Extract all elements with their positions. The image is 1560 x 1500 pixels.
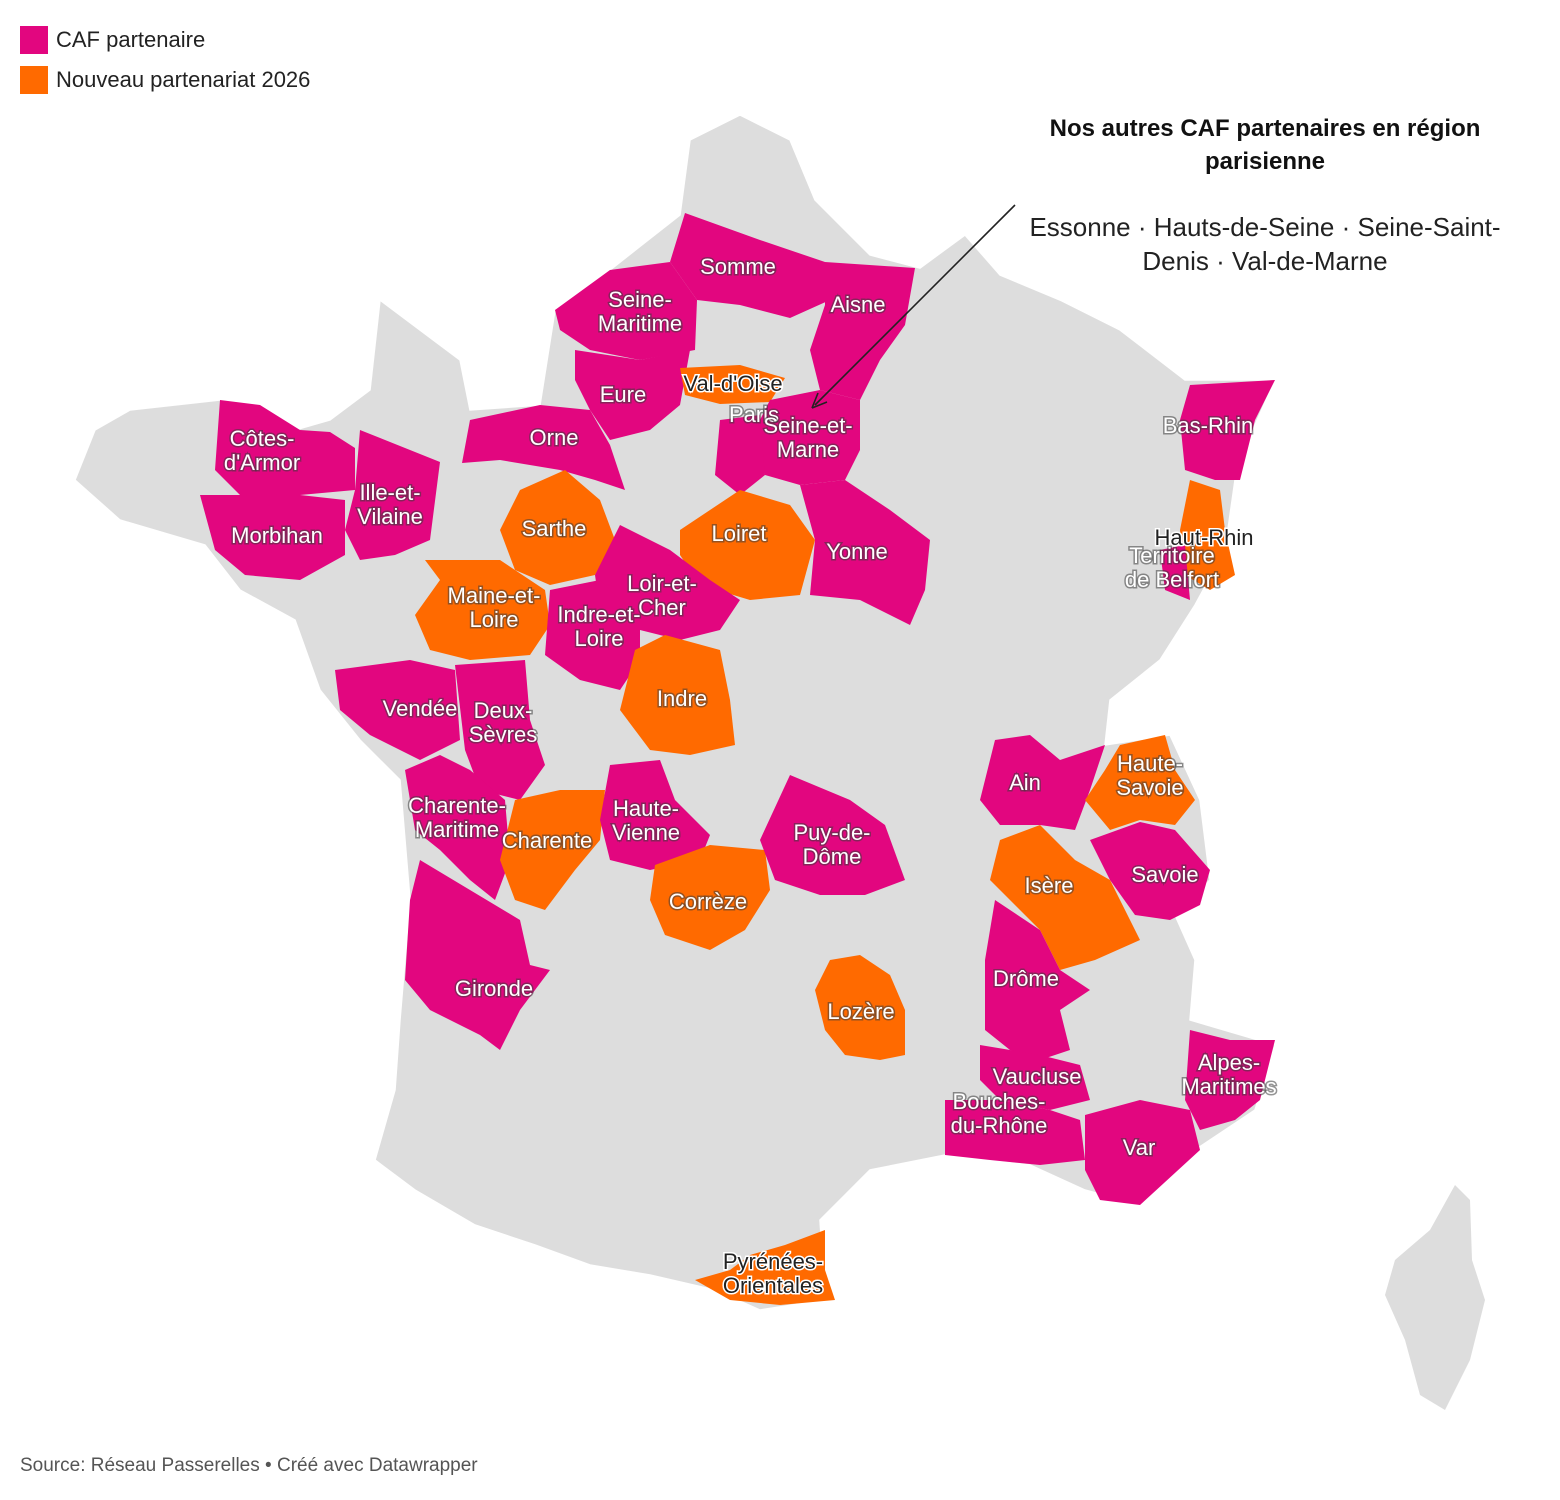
dept-shape-charente xyxy=(500,790,605,910)
dept-label-drome: Drôme xyxy=(993,966,1059,991)
legend-label-new2026: Nouveau partenariat 2026 xyxy=(56,67,311,92)
dept-label-sarthe: Sarthe xyxy=(522,516,587,541)
footer-separator: • xyxy=(265,1455,277,1476)
dept-shape-idf-sud xyxy=(715,415,765,495)
dept-label-pyrenees-orientales: Pyrénées-Orientales xyxy=(723,1249,823,1298)
dept-label-indre-et-loire: Indre-et-Loire xyxy=(557,602,640,651)
dept-shape-deux-sevres xyxy=(455,660,545,800)
dept-label-morbihan: Morbihan xyxy=(231,523,323,548)
dept-label-bas-rhin: Bas-Rhin xyxy=(1163,413,1253,438)
dept-shape-charente-maritime xyxy=(405,755,510,900)
dept-shape-yonne xyxy=(800,480,930,625)
dept-shape-bouches-du-rhone xyxy=(945,1100,1085,1165)
annotation-arrow xyxy=(811,204,1016,409)
dept-shape-ain xyxy=(980,735,1105,830)
dept-label-var: Var xyxy=(1123,1135,1156,1160)
dept-label-correze: Corrèze xyxy=(669,889,747,914)
dept-shape-morbihan xyxy=(200,495,345,580)
dept-shape-var xyxy=(1085,1100,1200,1205)
dept-label-territoire-de-belfort: Territoire de Belfort xyxy=(1125,543,1219,592)
annotation-title: Nos autres CAF partenaires en région par… xyxy=(1049,115,1481,175)
dept-shape-eure xyxy=(575,350,690,440)
dept-label-haute-vienne: Haute-Vienne xyxy=(612,796,680,845)
dept-label-savoie: Savoie xyxy=(1131,862,1198,887)
dept-shape-isere xyxy=(990,825,1140,970)
dept-shape-indre xyxy=(620,635,735,755)
dept-shape-aisne xyxy=(810,262,915,400)
dept-label-vendee: Vendée xyxy=(383,696,458,721)
dept-shape-maine-et-loire xyxy=(415,560,550,660)
department-shapes xyxy=(200,213,1275,1305)
dept-label-seine-maritime: Seine-Maritime xyxy=(598,287,682,336)
dept-shape-lozere xyxy=(815,955,905,1060)
dept-shape-savoie xyxy=(1090,822,1210,920)
dept-shape-territoire-de-belfort xyxy=(1160,545,1190,600)
dept-shape-val-d-oise xyxy=(680,365,785,404)
legend-item-partner: CAF partenaire xyxy=(20,20,310,60)
dept-shape-haute-vienne xyxy=(600,760,710,870)
dept-label-indre: Indre xyxy=(657,686,707,711)
dept-shape-ille-et-vilaine xyxy=(345,430,440,560)
dept-shape-orne xyxy=(462,405,625,490)
legend-label-partner: CAF partenaire xyxy=(56,27,206,52)
department-labels: Somme Aisne Seine-Maritime Eure Val-d'Oise Pa… xyxy=(222,253,1278,1300)
dept-label-eure: Eure xyxy=(600,382,646,407)
dept-shape-somme xyxy=(670,213,830,318)
legend-swatch-new2026 xyxy=(20,66,48,94)
dept-label-maine-et-loire: Maine-et-Loire xyxy=(448,583,541,632)
dept-label-loir-et-cher: Loir-et-Cher xyxy=(627,571,697,620)
dept-shape-seine-maritime xyxy=(555,262,697,360)
annotation-body: Essonne · Hauts-de-Seine · Seine-Saint-D… xyxy=(1029,212,1501,276)
footer-credit: Créé avec Datawrapper xyxy=(276,1455,478,1476)
dept-shape-pyrenees-orientales xyxy=(695,1230,835,1305)
dept-shape-vendee xyxy=(335,660,460,760)
dept-shape-haute-savoie xyxy=(1085,735,1195,830)
dept-label-gironde: Gironde xyxy=(455,976,533,1001)
dept-label-bouches-du-rhone: Bouches-du-Rhône xyxy=(951,1089,1048,1138)
dept-shape-gironde xyxy=(405,860,550,1050)
dept-label-deux-sevres: Deux-Sèvres xyxy=(469,698,537,747)
dept-label-paris: Paris xyxy=(729,402,779,427)
dept-label-orne: Orne xyxy=(530,425,579,450)
dept-label-vaucluse: Vaucluse xyxy=(993,1064,1082,1089)
dept-shape-correze xyxy=(650,845,770,950)
dept-shape-sarthe xyxy=(500,470,615,585)
dept-label-lozere: Lozère xyxy=(827,999,894,1024)
dept-shape-haut-rhin xyxy=(1180,480,1235,590)
dept-shape-vaucluse xyxy=(980,1045,1090,1110)
legend: CAF partenaire Nouveau partenariat 2026 xyxy=(20,20,310,100)
footer-source: Source: Réseau Passerelles xyxy=(20,1455,260,1476)
dept-label-haut-rhin: Haut-Rhin xyxy=(1154,525,1253,550)
dept-label-isere: Isère xyxy=(1025,873,1074,898)
dept-label-somme: Somme xyxy=(700,254,776,279)
dept-label-aisne: Aisne xyxy=(830,292,885,317)
dept-label-puy-de-dome: Puy-de-Dôme xyxy=(793,820,870,869)
dept-label-ain: Ain xyxy=(1009,770,1041,795)
dept-shape-loiret xyxy=(680,490,815,600)
dept-shape-alpes-maritimes xyxy=(1185,1030,1275,1130)
dept-label-yonne: Yonne xyxy=(826,539,888,564)
dept-label-charente: Charente xyxy=(502,828,593,853)
legend-item-new2026: Nouveau partenariat 2026 xyxy=(20,60,310,100)
dept-shape-bas-rhin xyxy=(1180,380,1275,480)
dept-label-ille-et-vilaine: Ille-et-Vilaine xyxy=(357,480,423,529)
dept-label-haute-savoie: Haute-Savoie xyxy=(1116,751,1183,800)
dept-shape-drome xyxy=(985,900,1090,1060)
dept-label-charente-maritime: Charente-Maritime xyxy=(408,793,506,842)
dept-label-alpes-maritimes: Alpes-Maritimes xyxy=(1181,1050,1276,1099)
dept-shape-cotes-d-armor xyxy=(215,400,355,495)
dept-label-cotes-d-armor: Côtes-d'Armor xyxy=(224,426,300,475)
footer: Source: Réseau Passerelles • Créé avec D… xyxy=(20,1455,478,1477)
dept-label-val-d-oise: Val-d'Oise xyxy=(683,371,782,396)
dept-shape-puy-de-dome xyxy=(760,775,905,895)
corsica-land xyxy=(1385,1185,1485,1410)
dept-label-seine-et-marne: Seine-et-Marne xyxy=(763,413,852,462)
legend-swatch-partner xyxy=(20,26,48,54)
dept-shape-indre-et-loire xyxy=(545,580,640,690)
dept-label-loiret: Loiret xyxy=(711,521,766,546)
dept-shape-seine-et-marne xyxy=(755,390,860,485)
